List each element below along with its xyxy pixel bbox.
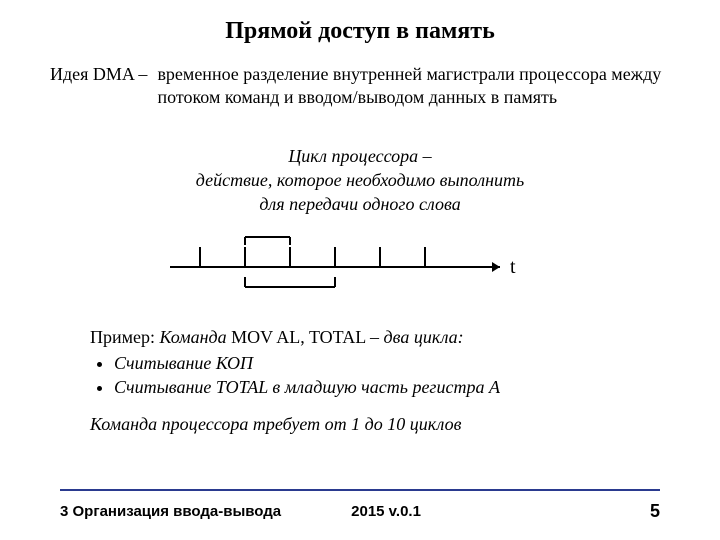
example-suffix: два цикла: (384, 327, 464, 347)
example-line: Пример: Команда MOV AL, TOTAL – два цикл… (90, 325, 650, 349)
cycle-definition: Цикл процессора – действие, которое необ… (60, 144, 660, 217)
cycle-def-line1: Цикл процессора – (60, 144, 660, 168)
page-title: Прямой доступ в память (0, 0, 720, 45)
idea-text: временное разделение внутренней магистра… (157, 63, 670, 110)
idea-block: Идея DMA – временное разделение внутренн… (50, 63, 670, 110)
cycle-def-line3: для передачи одного слова (60, 192, 660, 216)
example-command-word: Команда (160, 327, 232, 347)
summary-line: Команда процессора требует от 1 до 10 ци… (90, 414, 650, 435)
example-dash: – (366, 327, 384, 347)
page-number: 5 (650, 501, 660, 522)
example-bullet: Считывание TOTAL в младшую часть регистр… (114, 375, 650, 399)
example-bullet: Считывание КОП (114, 351, 650, 375)
footer-mid: 2015 v.0.1 (351, 503, 421, 520)
cycle-def-line2: действие, которое необходимо выполнить (60, 168, 660, 192)
example-instruction: MOV AL, TOTAL (231, 327, 365, 347)
footer: 3 Организация ввода-вывода 2015 v.0.1 5 (0, 489, 720, 522)
timeline-diagram: t (170, 227, 550, 307)
example-block: Пример: Команда MOV AL, TOTAL – два цикл… (90, 325, 650, 400)
slide: Прямой доступ в память Идея DMA – времен… (0, 0, 720, 540)
idea-label: Идея DMA – (50, 63, 147, 110)
example-bullets: Считывание КОПСчитывание TOTAL в младшую… (90, 351, 650, 400)
example-prefix: Пример: (90, 327, 160, 347)
svg-text:t: t (510, 256, 516, 278)
footer-left: 3 Организация ввода-вывода (60, 503, 281, 520)
footer-rule (60, 489, 660, 491)
